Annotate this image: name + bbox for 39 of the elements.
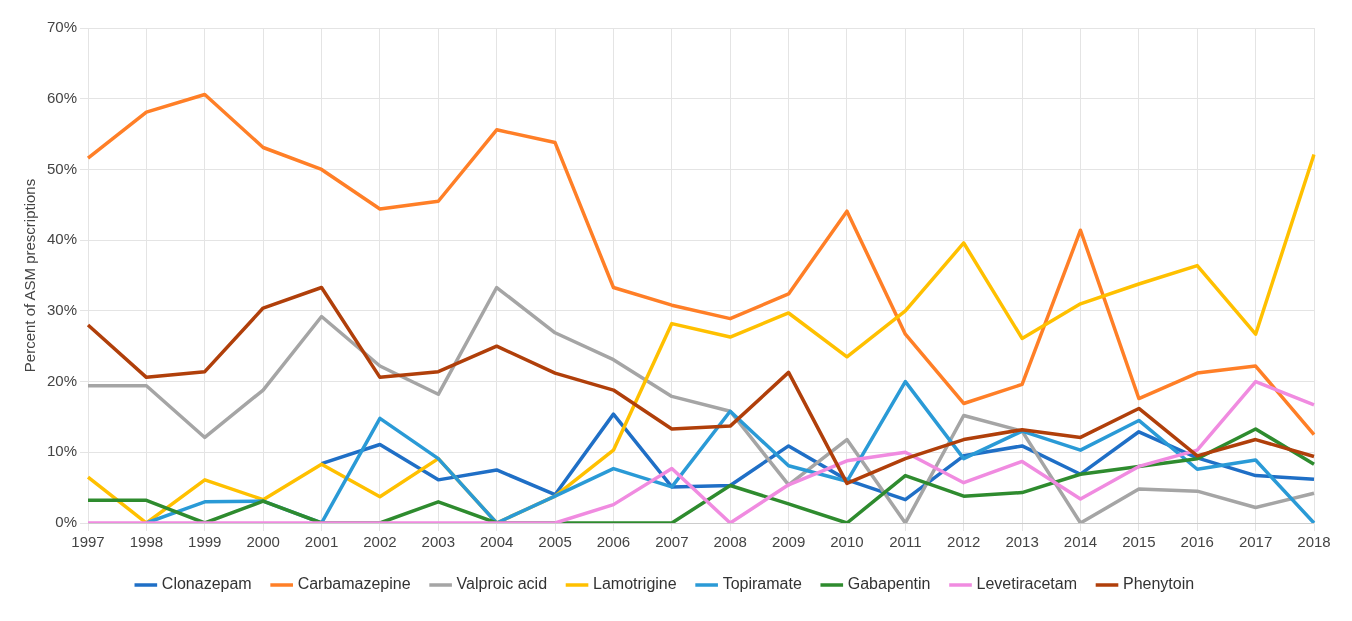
x-tick-label: 2004 [479,533,514,551]
y-tick-label: 60% [46,88,78,106]
x-tick-label: 2001 [304,533,339,551]
x-tick-label: 2003 [421,533,455,551]
legend-label: Phenytoin [1123,575,1195,593]
x-tick-label: 2018 [1297,533,1331,551]
x-tick-label: 2002 [363,533,397,551]
x-tick-label: 2012 [947,533,981,551]
x-tick-label: 2017 [1238,533,1273,551]
x-tick-label: 2011 [889,533,922,551]
x-tick-label: 2010 [830,533,864,551]
y-tick-label: 30% [46,301,78,318]
legend-label: Valproic acid [456,575,548,593]
y-tick-label: 10% [46,442,78,460]
x-tick-label: 2000 [246,533,280,551]
y-tick-label: 0% [55,513,78,531]
y-tick-label: 70% [46,18,78,36]
y-tick-label: 20% [46,371,78,389]
x-tick-label: 2005 [538,533,572,551]
legend-label: Carbamazepine [297,575,411,593]
legend-label: Lamotrigine [593,575,677,593]
x-tick-label: 1997 [71,533,105,551]
legend-label: Gabapentin [847,575,931,593]
x-tick-label: 2016 [1180,533,1214,551]
x-tick-label: 2015 [1122,533,1156,551]
x-tick-label: 1998 [129,533,164,551]
x-tick-label: 1999 [188,533,222,551]
y-tick-label: 40% [46,230,78,248]
x-tick-label: 2013 [1005,533,1039,551]
y-axis-title: Percent of ASM prescriptions [21,178,39,373]
x-tick-label: 2006 [596,533,631,551]
x-tick-label: 2007 [655,533,689,551]
x-tick-label: 2009 [771,533,806,551]
legend-label: Levetiracetam [976,575,1078,593]
legend-label: Topiramate [722,575,802,593]
x-tick-label: 2008 [713,533,747,551]
y-tick-label: 50% [46,159,78,177]
legend-label: Clonazepam [161,575,252,593]
x-tick-label: 2014 [1063,533,1098,551]
